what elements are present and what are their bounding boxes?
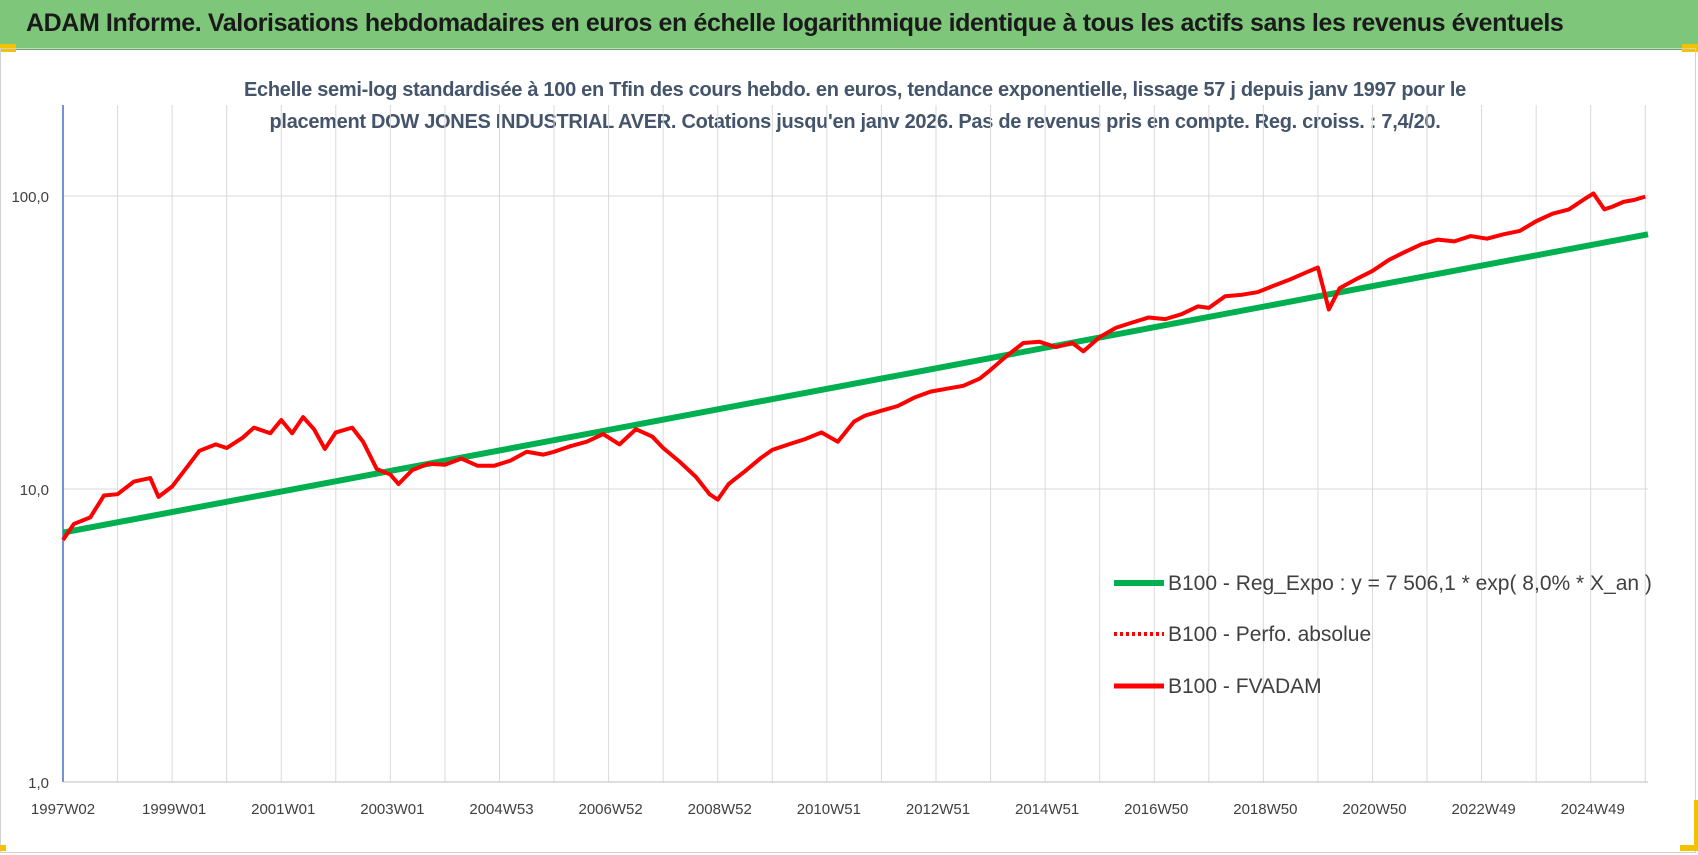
x-tick-label: 2008W52: [688, 801, 752, 818]
series-line-fvadam: [61, 191, 1646, 542]
x-tick-label: 2014W51: [1015, 801, 1079, 818]
legend-label: B100 - Reg_Expo : y = 7 506,1 * exp( 8,0…: [1168, 572, 1652, 595]
chart-title-line-2: placement DOW JONES INDUSTRIAL AVER. Cot…: [269, 111, 1441, 133]
legend-label: B100 - Perfo. absolue: [1168, 623, 1371, 646]
header-bar: ADAM Informe. Valorisations hebdomadaire…: [0, 0, 1698, 50]
y-tick-label: 10,0: [20, 482, 49, 499]
chart-title: Echelle semi-log standardisée à 100 en T…: [160, 74, 1550, 138]
legend-label: B100 - FVADAM: [1168, 675, 1322, 698]
x-tick-label: 2024W49: [1561, 801, 1625, 818]
y-tick-label: 1,0: [28, 775, 49, 792]
x-tick-label: 1999W01: [142, 801, 206, 818]
x-tick-label: 2022W49: [1451, 801, 1515, 818]
x-tick-label: 2004W53: [469, 801, 533, 818]
chart-title-line-1: Echelle semi-log standardisée à 100 en T…: [244, 79, 1466, 101]
x-tick-label: 2006W52: [579, 801, 643, 818]
x-tick-label: 1997W02: [31, 801, 95, 818]
corner-marker-bottom-right-base: [1680, 845, 1698, 851]
x-tick-label: 2012W51: [906, 801, 970, 818]
corner-marker-bottom-right: [1694, 800, 1698, 850]
x-tick-label: 2020W50: [1342, 801, 1406, 818]
x-tick-label: 2010W51: [797, 801, 861, 818]
x-tick-label: 2003W01: [360, 801, 424, 818]
corner-marker-bottom-left: [0, 845, 6, 851]
page-title: ADAM Informe. Valorisations hebdomadaire…: [26, 9, 1564, 37]
x-tick-label: 2018W50: [1233, 801, 1297, 818]
x-tick-label: 2016W50: [1124, 801, 1188, 818]
series-line-trend: [62, 231, 1649, 536]
x-tick-label: 2001W01: [251, 801, 315, 818]
chart-frame: [0, 48, 1696, 853]
y-tick-label: 100,0: [11, 189, 49, 206]
